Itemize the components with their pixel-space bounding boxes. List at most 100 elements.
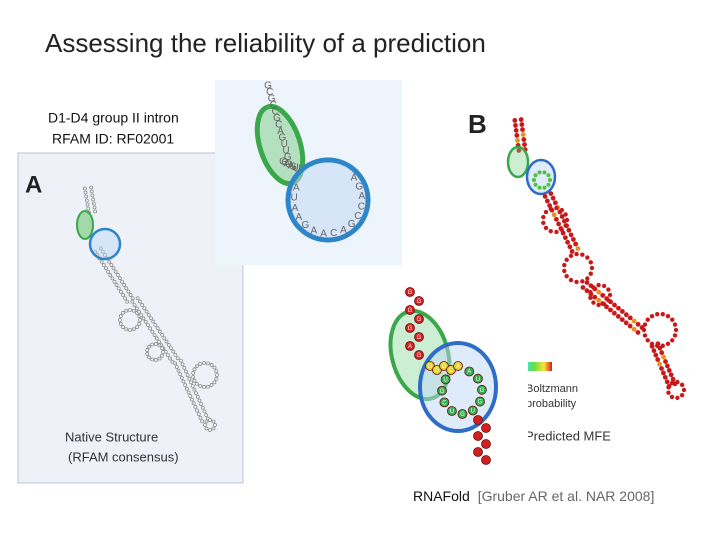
nucleotide-letter: C (266, 87, 273, 98)
nucleotide (548, 229, 553, 234)
nucleotide (179, 375, 184, 380)
nucleotide (208, 428, 212, 432)
nucleotide (673, 327, 679, 333)
nucleotide (106, 269, 111, 274)
nucleotide (481, 423, 491, 433)
nucleotide-letter: C (330, 228, 337, 239)
nucleotide (111, 266, 116, 271)
nucleotide (113, 269, 118, 274)
nucleotide-letter: A (456, 364, 460, 370)
nucleotide (195, 394, 200, 399)
nucleotide (121, 293, 125, 297)
nucleotide (521, 137, 527, 142)
nucleotide (84, 198, 89, 203)
nucleotide (101, 263, 106, 267)
nucleotide (132, 303, 137, 308)
nucleotide-letter: G (279, 157, 287, 168)
nucleotide-letter: A (340, 225, 347, 236)
nucleotide (168, 356, 173, 361)
nucleotide-letter: A (408, 344, 412, 350)
nucleotide-letter: C (354, 211, 361, 222)
nucleotide (580, 279, 585, 284)
nucleotide (666, 390, 671, 395)
nucleotide (548, 191, 554, 196)
nucleotide (204, 413, 209, 417)
nucleotide (551, 212, 557, 218)
nucleotide (679, 382, 685, 388)
nucleotide (150, 357, 155, 362)
nucleotide (580, 252, 585, 257)
nucleotide-letter: G (408, 290, 413, 296)
nucleotide (554, 229, 559, 235)
nucleotide (649, 343, 655, 349)
nucleotide-letter: G (417, 317, 422, 323)
nucleotide (623, 312, 629, 318)
nucleotide (184, 369, 188, 374)
nucleotide (554, 205, 559, 211)
nucleotide-letter: U (282, 146, 289, 157)
nucleotide (473, 415, 483, 425)
nucleotide (198, 415, 203, 420)
nucleotide-letter: A (351, 173, 358, 184)
nucleotide (114, 283, 119, 287)
citation: RNAFold [Gruber AR et al. NAR 2008] (413, 488, 654, 504)
nucleotide (84, 194, 89, 199)
nucleotide (157, 343, 162, 348)
nucleotide (675, 379, 680, 385)
nucleotide (543, 225, 549, 231)
nucleotide-letter: C (270, 100, 277, 111)
nucleotide (569, 249, 575, 254)
nucleotide (541, 220, 546, 226)
nucleotide (155, 326, 160, 331)
nucleotide (191, 371, 196, 375)
nucleotide-letter: A (284, 159, 291, 170)
nucleotide (453, 361, 463, 371)
nucleotide-letter: U (450, 409, 454, 415)
nucleotide (518, 117, 524, 122)
nucleotide-letter: G (264, 81, 272, 92)
nucleotide (585, 255, 590, 260)
nucleotide (588, 289, 593, 295)
nucleotide (131, 308, 136, 313)
nucleotide (211, 419, 216, 424)
nucleotide (203, 423, 207, 427)
nucleotide (186, 390, 191, 395)
nucleotide (153, 322, 158, 327)
nucleotide (666, 385, 671, 390)
nucleotide (596, 289, 602, 295)
nucleotide (82, 186, 87, 191)
nucleotide (585, 276, 590, 281)
nucleotide (194, 381, 199, 386)
helix-highlight (506, 145, 530, 179)
nucleotide (152, 333, 157, 338)
nucleotide (542, 185, 547, 190)
nucleotide (154, 336, 159, 341)
nucleotide (675, 395, 680, 401)
nucleotide (473, 373, 483, 384)
nucleotide (475, 396, 485, 407)
nucleotide (99, 259, 104, 264)
nucleotide (642, 333, 648, 338)
nucleotide (627, 315, 633, 321)
nucleotide-letter: G (435, 368, 440, 374)
nucleotide (165, 353, 170, 358)
nucleotide (135, 325, 139, 329)
nucleotide (439, 397, 450, 408)
nucleotide (92, 205, 97, 210)
nucleotide (405, 323, 415, 333)
nucleotide (146, 312, 151, 317)
nucleotide (591, 285, 596, 290)
nucleotide (181, 379, 186, 384)
nucleotide (209, 383, 214, 387)
nucleotide (115, 273, 120, 277)
nucleotide (104, 266, 108, 271)
nucleotide (145, 352, 150, 356)
nucleotide (631, 326, 637, 332)
nucleotide-letter: A (467, 370, 471, 376)
nucleotide-letter: U (291, 163, 298, 174)
nucleotide-letter: G (289, 162, 297, 173)
nucleotide (464, 366, 475, 377)
nucleotide (616, 305, 621, 311)
nucleotide (457, 409, 468, 419)
